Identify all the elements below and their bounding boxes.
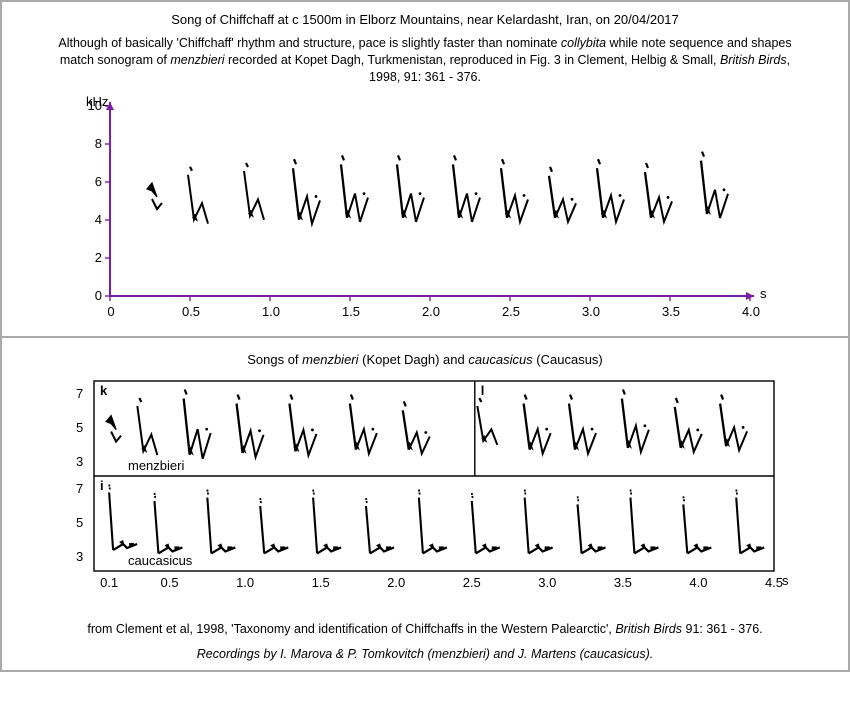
x-tick-label: 2.5 bbox=[458, 575, 486, 590]
x-tick-label: 1.5 bbox=[338, 304, 364, 319]
panel1-title: Song of Chiffchaff at c 1500m in Elborz … bbox=[12, 12, 838, 27]
figure-container: Song of Chiffchaff at c 1500m in Elborz … bbox=[0, 0, 850, 672]
y-tick-label: 8 bbox=[82, 136, 102, 151]
y-tick-label: 0 bbox=[82, 288, 102, 303]
x-axis-label: s bbox=[760, 286, 767, 301]
panel2-source: from Clement et al, 1998, 'Taxonomy and … bbox=[12, 621, 838, 639]
x-tick-label: 2.0 bbox=[418, 304, 444, 319]
sonogram-comparison: 3573570.10.51.01.52.02.53.03.54.04.5skli… bbox=[20, 377, 830, 613]
x-tick-label: 3.0 bbox=[533, 575, 561, 590]
x-tick-label: 3.0 bbox=[578, 304, 604, 319]
x-tick-label: 3.5 bbox=[609, 575, 637, 590]
x-tick-label: 0.1 bbox=[95, 575, 123, 590]
x-tick-label: 0 bbox=[98, 304, 124, 319]
species-label: menzbieri bbox=[128, 458, 184, 473]
panel-letter: i bbox=[100, 478, 104, 493]
x-tick-label: 4.0 bbox=[684, 575, 712, 590]
x-tick-label: 1.5 bbox=[307, 575, 335, 590]
sonogram-top: kHzs024681000.51.01.52.02.53.03.54.0 bbox=[20, 96, 830, 326]
y-tick-label: 6 bbox=[82, 174, 102, 189]
y-tick-label: 3 bbox=[76, 549, 83, 564]
y-tick-label: 10 bbox=[82, 98, 102, 113]
panel-letter: l bbox=[481, 383, 485, 398]
y-tick-label: 7 bbox=[76, 386, 83, 401]
x-tick-label: 0.5 bbox=[156, 575, 184, 590]
y-tick-label: 5 bbox=[76, 515, 83, 530]
panel-bottom: Songs of menzbieri (Kopet Dagh) and cauc… bbox=[1, 337, 849, 671]
x-tick-label: 3.5 bbox=[658, 304, 684, 319]
x-tick-label: 1.0 bbox=[258, 304, 284, 319]
y-tick-label: 2 bbox=[82, 250, 102, 265]
y-tick-label: 5 bbox=[76, 420, 83, 435]
x-tick-label: 2.5 bbox=[498, 304, 524, 319]
x-tick-label: 1.0 bbox=[231, 575, 259, 590]
x-tick-label: 0.5 bbox=[178, 304, 204, 319]
panel2-recordings: Recordings by I. Marova & P. Tomkovitch … bbox=[12, 646, 838, 664]
panel-top: Song of Chiffchaff at c 1500m in Elborz … bbox=[1, 1, 849, 337]
species-label: caucasicus bbox=[128, 553, 192, 568]
x-tick-label: 2.0 bbox=[382, 575, 410, 590]
y-tick-label: 7 bbox=[76, 481, 83, 496]
y-tick-label: 4 bbox=[82, 212, 102, 227]
x-axis-label: s bbox=[782, 573, 789, 588]
x-tick-label: 4.0 bbox=[738, 304, 764, 319]
y-tick-label: 3 bbox=[76, 454, 83, 469]
panel1-caption: Although of basically 'Chiffchaff' rhyth… bbox=[45, 35, 805, 86]
panel2-title: Songs of menzbieri (Kopet Dagh) and cauc… bbox=[12, 352, 838, 367]
panel-letter: k bbox=[100, 383, 107, 398]
